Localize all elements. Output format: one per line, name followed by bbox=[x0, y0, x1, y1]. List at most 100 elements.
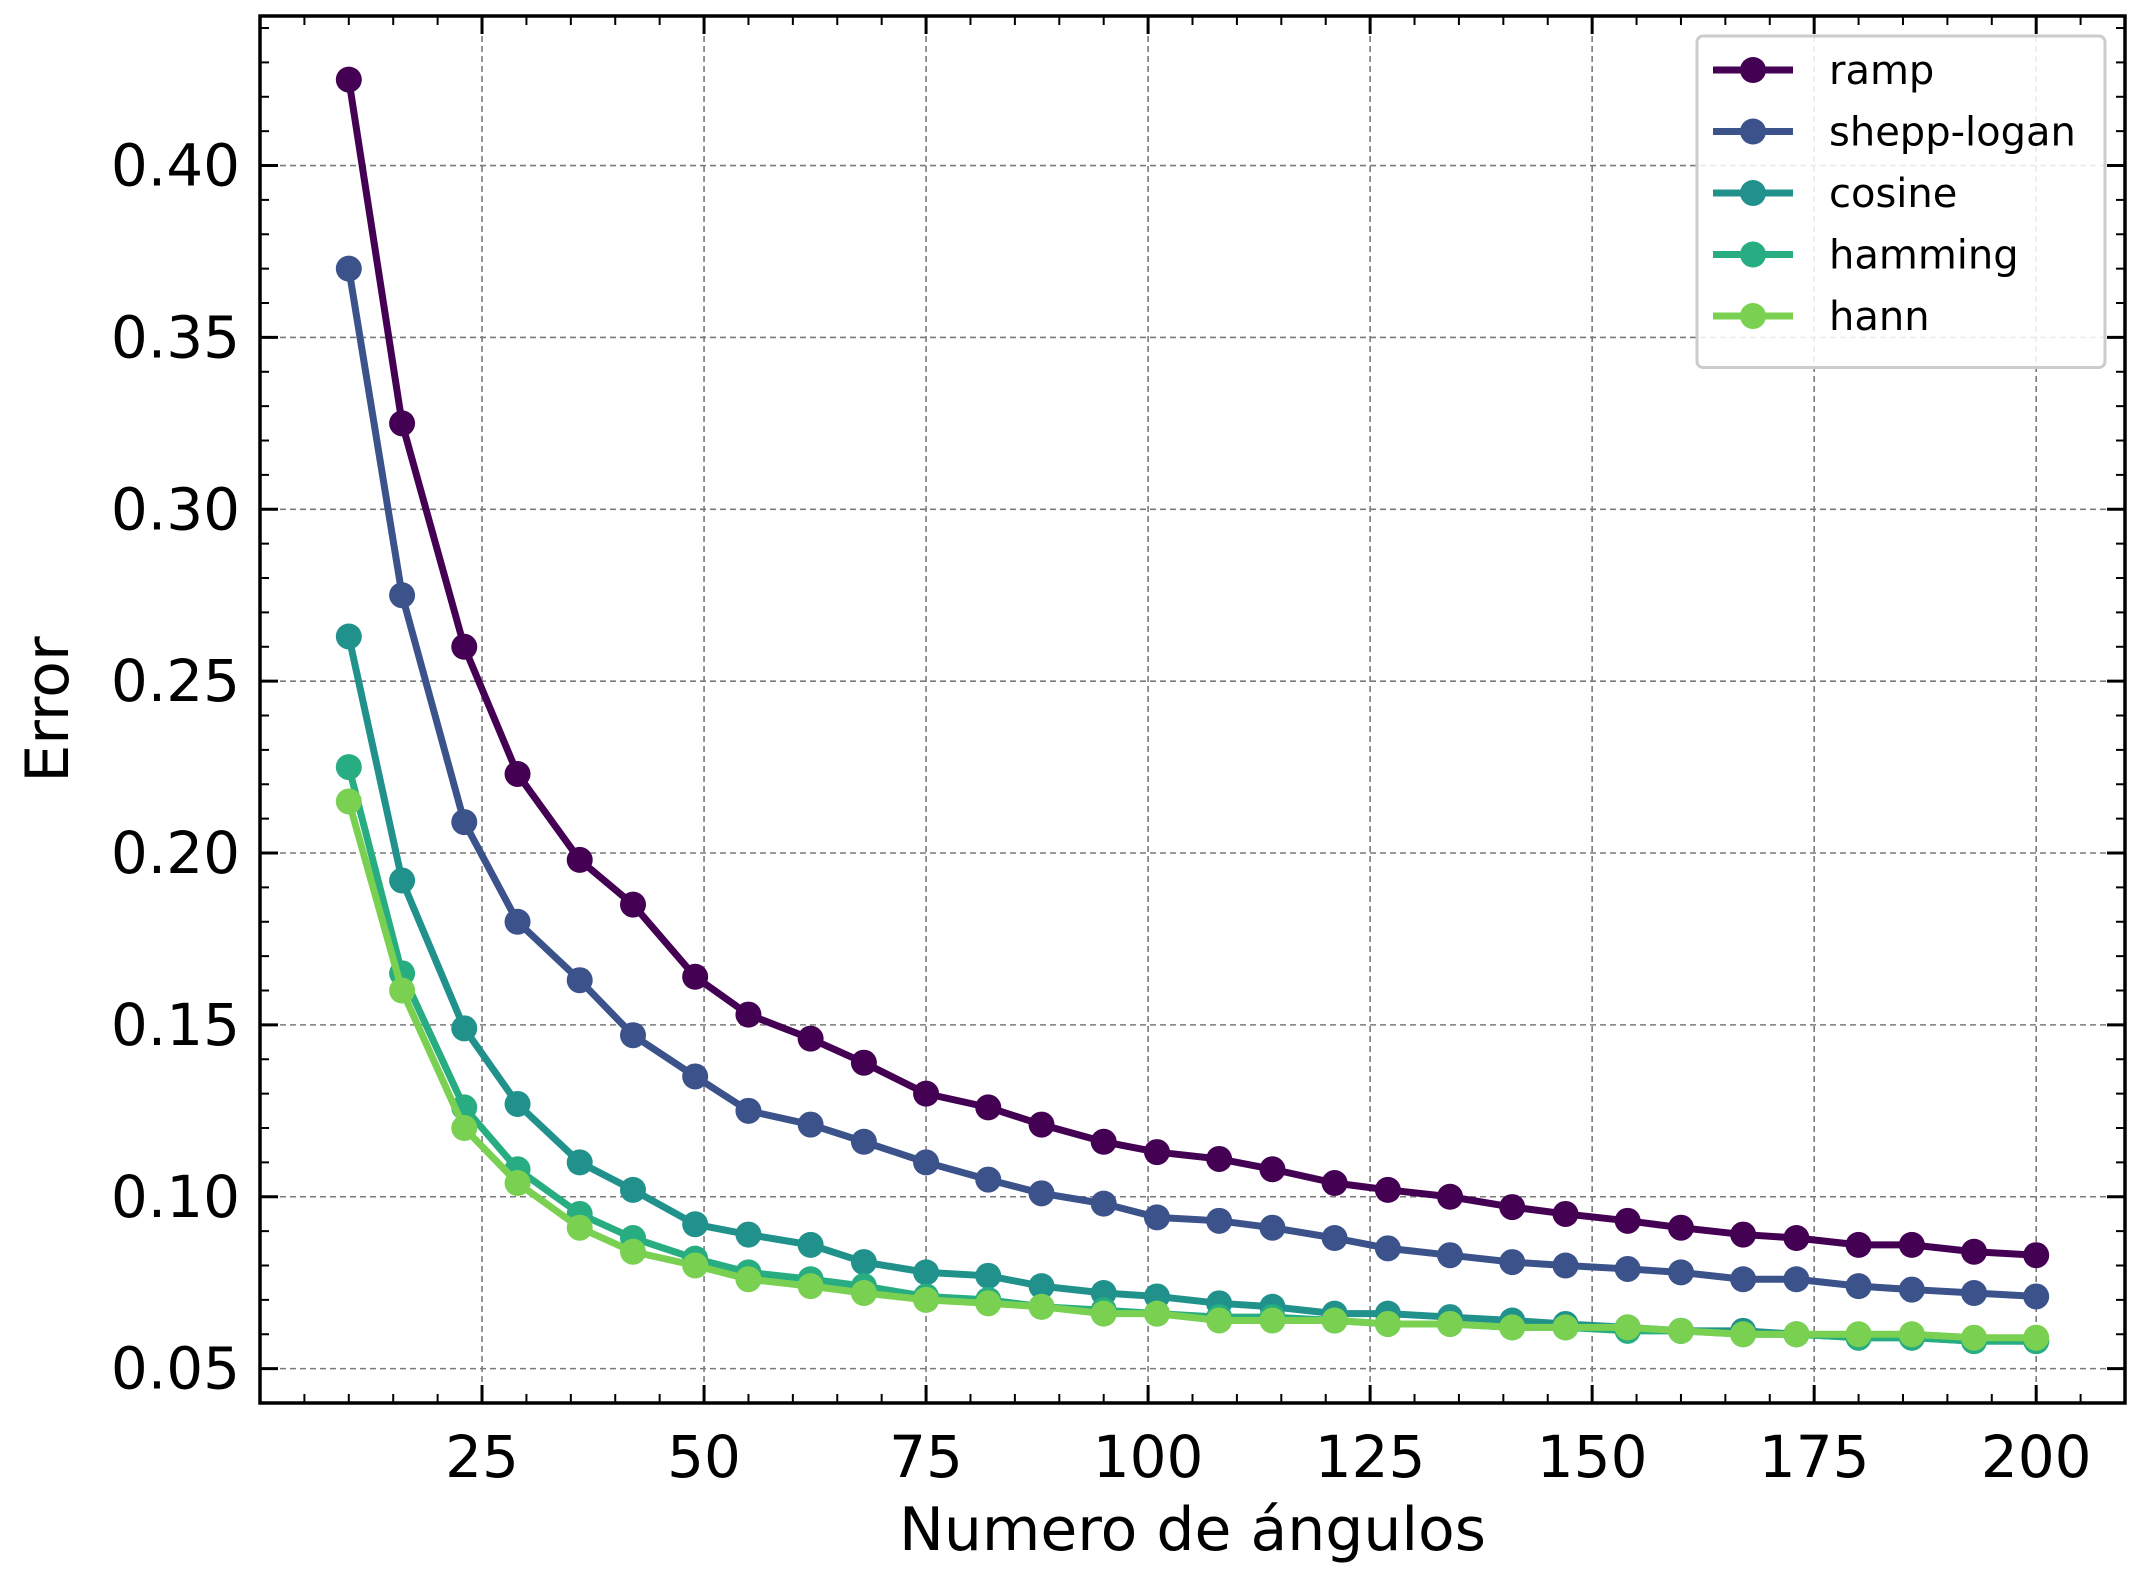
legend-label: cosine bbox=[1829, 171, 1957, 217]
legend-swatch-marker bbox=[1740, 180, 1766, 206]
x-tick-label: 125 bbox=[1315, 1423, 1426, 1491]
data-point-hann bbox=[504, 1170, 531, 1197]
data-point-cosine bbox=[566, 1149, 593, 1176]
data-point-cosine bbox=[1028, 1273, 1055, 1300]
data-point-hann bbox=[735, 1266, 762, 1293]
data-point-ramp bbox=[1961, 1238, 1988, 1265]
legend-swatch-marker bbox=[1740, 118, 1766, 145]
data-point-ramp bbox=[735, 1001, 762, 1028]
legend-label: hann bbox=[1829, 294, 1930, 340]
y-tick-label: 0.20 bbox=[111, 819, 240, 887]
data-point-shepp-logan bbox=[797, 1111, 824, 1138]
data-point-cosine bbox=[504, 1090, 531, 1117]
x-tick-label: 200 bbox=[1981, 1423, 2092, 1491]
data-point-shepp-logan bbox=[735, 1097, 762, 1124]
legend-item-hann: hann bbox=[1713, 294, 1930, 340]
data-point-hann bbox=[1374, 1310, 1401, 1337]
y-tick-label: 0.25 bbox=[111, 647, 240, 715]
data-point-shepp-logan bbox=[566, 967, 593, 994]
data-point-cosine bbox=[335, 623, 362, 650]
data-point-ramp bbox=[913, 1080, 940, 1107]
y-tick-label: 0.05 bbox=[111, 1335, 240, 1403]
series-ramp bbox=[335, 66, 2050, 1269]
data-point-hann bbox=[1614, 1314, 1641, 1341]
data-point-hann bbox=[1898, 1321, 1925, 1348]
data-point-hann bbox=[1143, 1300, 1170, 1327]
data-point-hann bbox=[1961, 1324, 1988, 1351]
data-point-cosine bbox=[735, 1221, 762, 1248]
data-point-ramp bbox=[1206, 1145, 1233, 1172]
data-point-hann bbox=[1667, 1317, 1694, 1344]
legend-label: hamming bbox=[1829, 233, 2019, 279]
x-tick-label: 100 bbox=[1093, 1423, 1204, 1491]
legend-label: ramp bbox=[1829, 48, 1934, 94]
data-point-ramp bbox=[1028, 1111, 1055, 1138]
data-point-shepp-logan bbox=[1961, 1280, 1988, 1307]
legend-item-ramp: ramp bbox=[1713, 48, 1934, 94]
data-point-ramp bbox=[850, 1049, 877, 1076]
data-point-ramp bbox=[620, 891, 646, 918]
data-point-shepp-logan bbox=[1614, 1255, 1641, 1282]
data-point-ramp bbox=[1437, 1183, 1464, 1210]
data-point-hann bbox=[1437, 1310, 1464, 1337]
x-tick-label: 50 bbox=[667, 1423, 741, 1491]
data-point-ramp bbox=[1614, 1207, 1641, 1234]
data-point-ramp bbox=[1259, 1156, 1286, 1183]
data-point-ramp bbox=[682, 963, 709, 990]
data-point-hann bbox=[1552, 1314, 1579, 1341]
data-point-shepp-logan bbox=[975, 1166, 1002, 1193]
legend-box bbox=[1695, 34, 2107, 369]
data-point-ramp bbox=[1667, 1214, 1694, 1241]
y-tick-label: 0.10 bbox=[111, 1163, 240, 1231]
data-point-cosine bbox=[451, 1015, 478, 1042]
data-point-shepp-logan bbox=[1206, 1207, 1233, 1234]
data-point-shepp-logan bbox=[1845, 1273, 1872, 1300]
data-point-cosine bbox=[682, 1211, 709, 1238]
legend-item-hamming: hamming bbox=[1713, 233, 2019, 279]
data-point-ramp bbox=[335, 66, 362, 93]
data-point-ramp bbox=[1374, 1176, 1401, 1203]
data-point-hann bbox=[1206, 1307, 1233, 1334]
y-axis-title: Error bbox=[13, 636, 83, 783]
data-point-ramp bbox=[1090, 1128, 1117, 1155]
data-point-shepp-logan bbox=[1898, 1276, 1925, 1303]
legend: ramp shepp-logan cosine hamming hann bbox=[1695, 34, 2107, 369]
data-point-hann bbox=[451, 1115, 478, 1142]
data-point-shepp-logan bbox=[504, 908, 531, 935]
data-point-ramp bbox=[1730, 1221, 1757, 1248]
data-point-hann bbox=[975, 1290, 1002, 1317]
data-point-hann bbox=[1028, 1293, 1055, 1320]
data-point-hann bbox=[797, 1273, 824, 1300]
data-point-shepp-logan bbox=[1374, 1235, 1401, 1262]
legend-swatch-marker bbox=[1740, 241, 1766, 268]
data-point-hamming bbox=[335, 754, 362, 781]
data-point-ramp bbox=[566, 846, 593, 873]
x-tick-label: 25 bbox=[445, 1423, 519, 1491]
x-tick-labels: 25 50 75 100 125 150 175 200 bbox=[445, 1423, 2091, 1491]
data-point-shepp-logan bbox=[1499, 1249, 1526, 1276]
data-point-ramp bbox=[797, 1025, 824, 1052]
data-point-shepp-logan bbox=[850, 1128, 877, 1155]
data-point-cosine bbox=[850, 1249, 877, 1276]
data-point-hann bbox=[1321, 1307, 1348, 1334]
data-point-hann bbox=[1259, 1307, 1286, 1334]
data-point-ramp bbox=[2023, 1242, 2050, 1269]
data-point-ramp bbox=[1143, 1139, 1170, 1166]
data-point-shepp-logan bbox=[682, 1063, 709, 1090]
data-point-shepp-logan bbox=[1667, 1259, 1694, 1286]
data-point-shepp-logan bbox=[451, 809, 478, 836]
data-point-shepp-logan bbox=[1321, 1225, 1348, 1252]
data-point-hann bbox=[566, 1214, 593, 1241]
data-point-hann bbox=[913, 1286, 940, 1313]
data-point-ramp bbox=[451, 633, 478, 660]
data-point-ramp bbox=[975, 1094, 1002, 1121]
data-point-shepp-logan bbox=[2023, 1283, 2050, 1310]
data-point-hann bbox=[682, 1252, 709, 1279]
data-point-hann bbox=[389, 977, 416, 1004]
data-point-hann bbox=[1845, 1321, 1872, 1348]
legend-item-shepp-logan: shepp-logan bbox=[1713, 110, 2076, 156]
data-point-shepp-logan bbox=[1259, 1214, 1286, 1241]
y-tick-label: 0.35 bbox=[111, 303, 240, 371]
data-point-shepp-logan bbox=[1437, 1242, 1464, 1269]
